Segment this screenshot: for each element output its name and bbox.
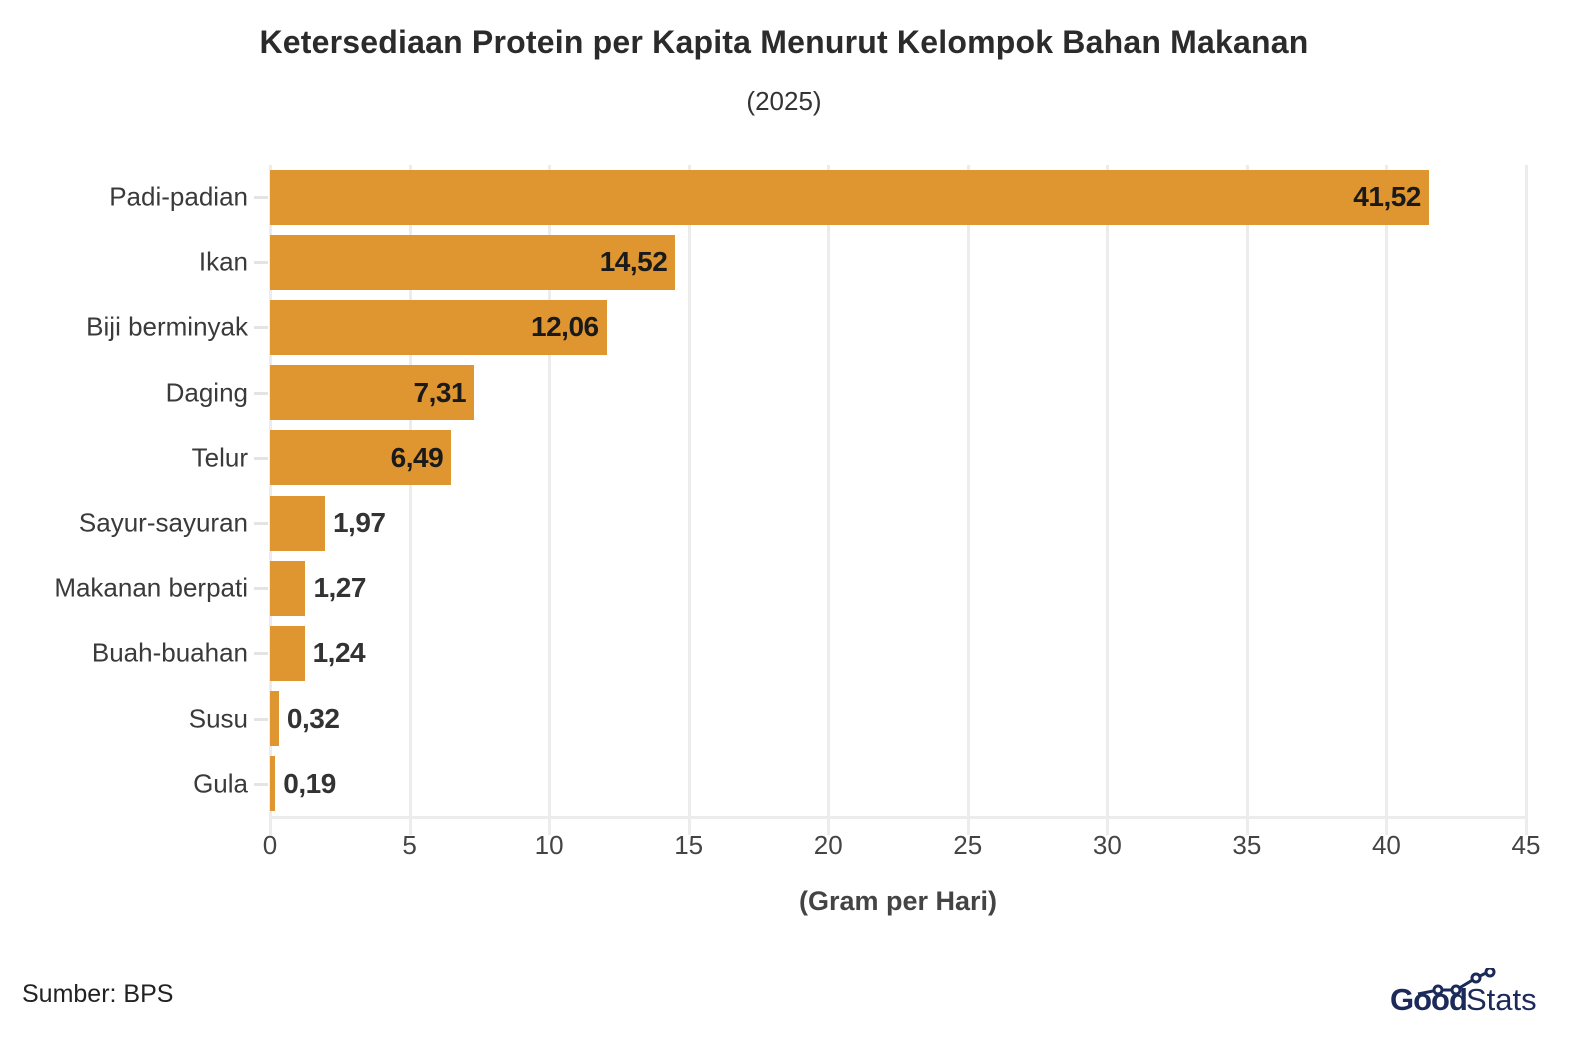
y-tick [254, 782, 268, 786]
y-category-label: Daging [165, 377, 248, 408]
bar [270, 560, 306, 616]
bar [270, 299, 607, 355]
gridline [966, 165, 970, 835]
gridline [827, 165, 831, 835]
chart-title: Ketersediaan Protein per Kapita Menurut … [259, 24, 1309, 60]
bar [270, 234, 676, 290]
y-tick [254, 587, 268, 591]
logo-text-good: Good [1390, 982, 1468, 1017]
bar [270, 495, 325, 551]
y-axis-line [269, 165, 272, 819]
x-axis-line [270, 816, 1528, 819]
y-category-label: Ikan [198, 246, 248, 277]
y-category-label: Padi-padian [109, 181, 248, 212]
gridline [408, 165, 412, 835]
chart-subtitle: (2025) [746, 86, 822, 116]
chart-line-icon [1417, 968, 1496, 996]
bar [270, 625, 305, 681]
value-label: 7,31 [413, 376, 467, 408]
gridline [1245, 165, 1249, 835]
bar [270, 365, 475, 421]
y-tick [254, 522, 268, 525]
x-tick-label: 0 [262, 830, 278, 860]
x-tick-label: 35 [1232, 830, 1262, 860]
y-tick [254, 261, 268, 265]
y-tick [254, 391, 268, 395]
y-tick [254, 196, 268, 199]
plot-area: 41,52 14,52 12,06 7,31 6,49 1,97 1,27 1,24 0,32 0… [254, 165, 1528, 835]
value-label: 1,97 [332, 507, 386, 538]
value-label: 6,49 [390, 441, 444, 473]
gridline [1525, 165, 1528, 835]
logo-text-stats: Stats [1466, 982, 1537, 1017]
gridline [1385, 165, 1389, 835]
y-category-label: Buah-buahan [91, 637, 248, 668]
value-label: 1,24 [312, 637, 366, 669]
x-tick-label: 5 [402, 830, 417, 860]
value-label: 41,52 [1353, 181, 1421, 212]
value-label: 14,52 [599, 246, 668, 278]
gridline [548, 165, 552, 835]
gridline [1106, 165, 1110, 835]
y-category-label: Telur [191, 442, 248, 473]
bar [270, 430, 452, 486]
y-tick [254, 652, 268, 656]
bar [270, 169, 1429, 225]
y-category-label: Makanan berpati [54, 572, 248, 603]
x-tick-label: 20 [813, 830, 843, 860]
bar [270, 756, 276, 812]
y-tick [254, 717, 268, 721]
y-category-label: Gula [193, 768, 248, 799]
bar [270, 691, 279, 747]
value-label: 1,27 [313, 572, 366, 604]
gridline [687, 165, 691, 835]
value-label: 0,19 [283, 767, 336, 799]
value-label: 0,32 [286, 702, 340, 734]
x-tick-label: 30 [1092, 830, 1122, 860]
source-note: Sumber: BPS [22, 980, 174, 1008]
y-category-label: Biji berminyak [86, 311, 248, 342]
x-tick-label: 25 [953, 830, 983, 860]
y-tick [254, 326, 268, 330]
y-category-label: Susu [188, 703, 248, 734]
x-tick-label: 10 [534, 830, 564, 860]
y-tick [254, 456, 268, 460]
x-tick-label: 15 [674, 830, 704, 860]
x-axis-title: (Gram per Hari) [798, 886, 998, 916]
y-category-label: Sayur-sayuran [78, 507, 248, 538]
x-tick-label: 45 [1511, 830, 1541, 860]
x-tick-label: 40 [1371, 830, 1401, 860]
value-label: 12,06 [531, 311, 599, 343]
